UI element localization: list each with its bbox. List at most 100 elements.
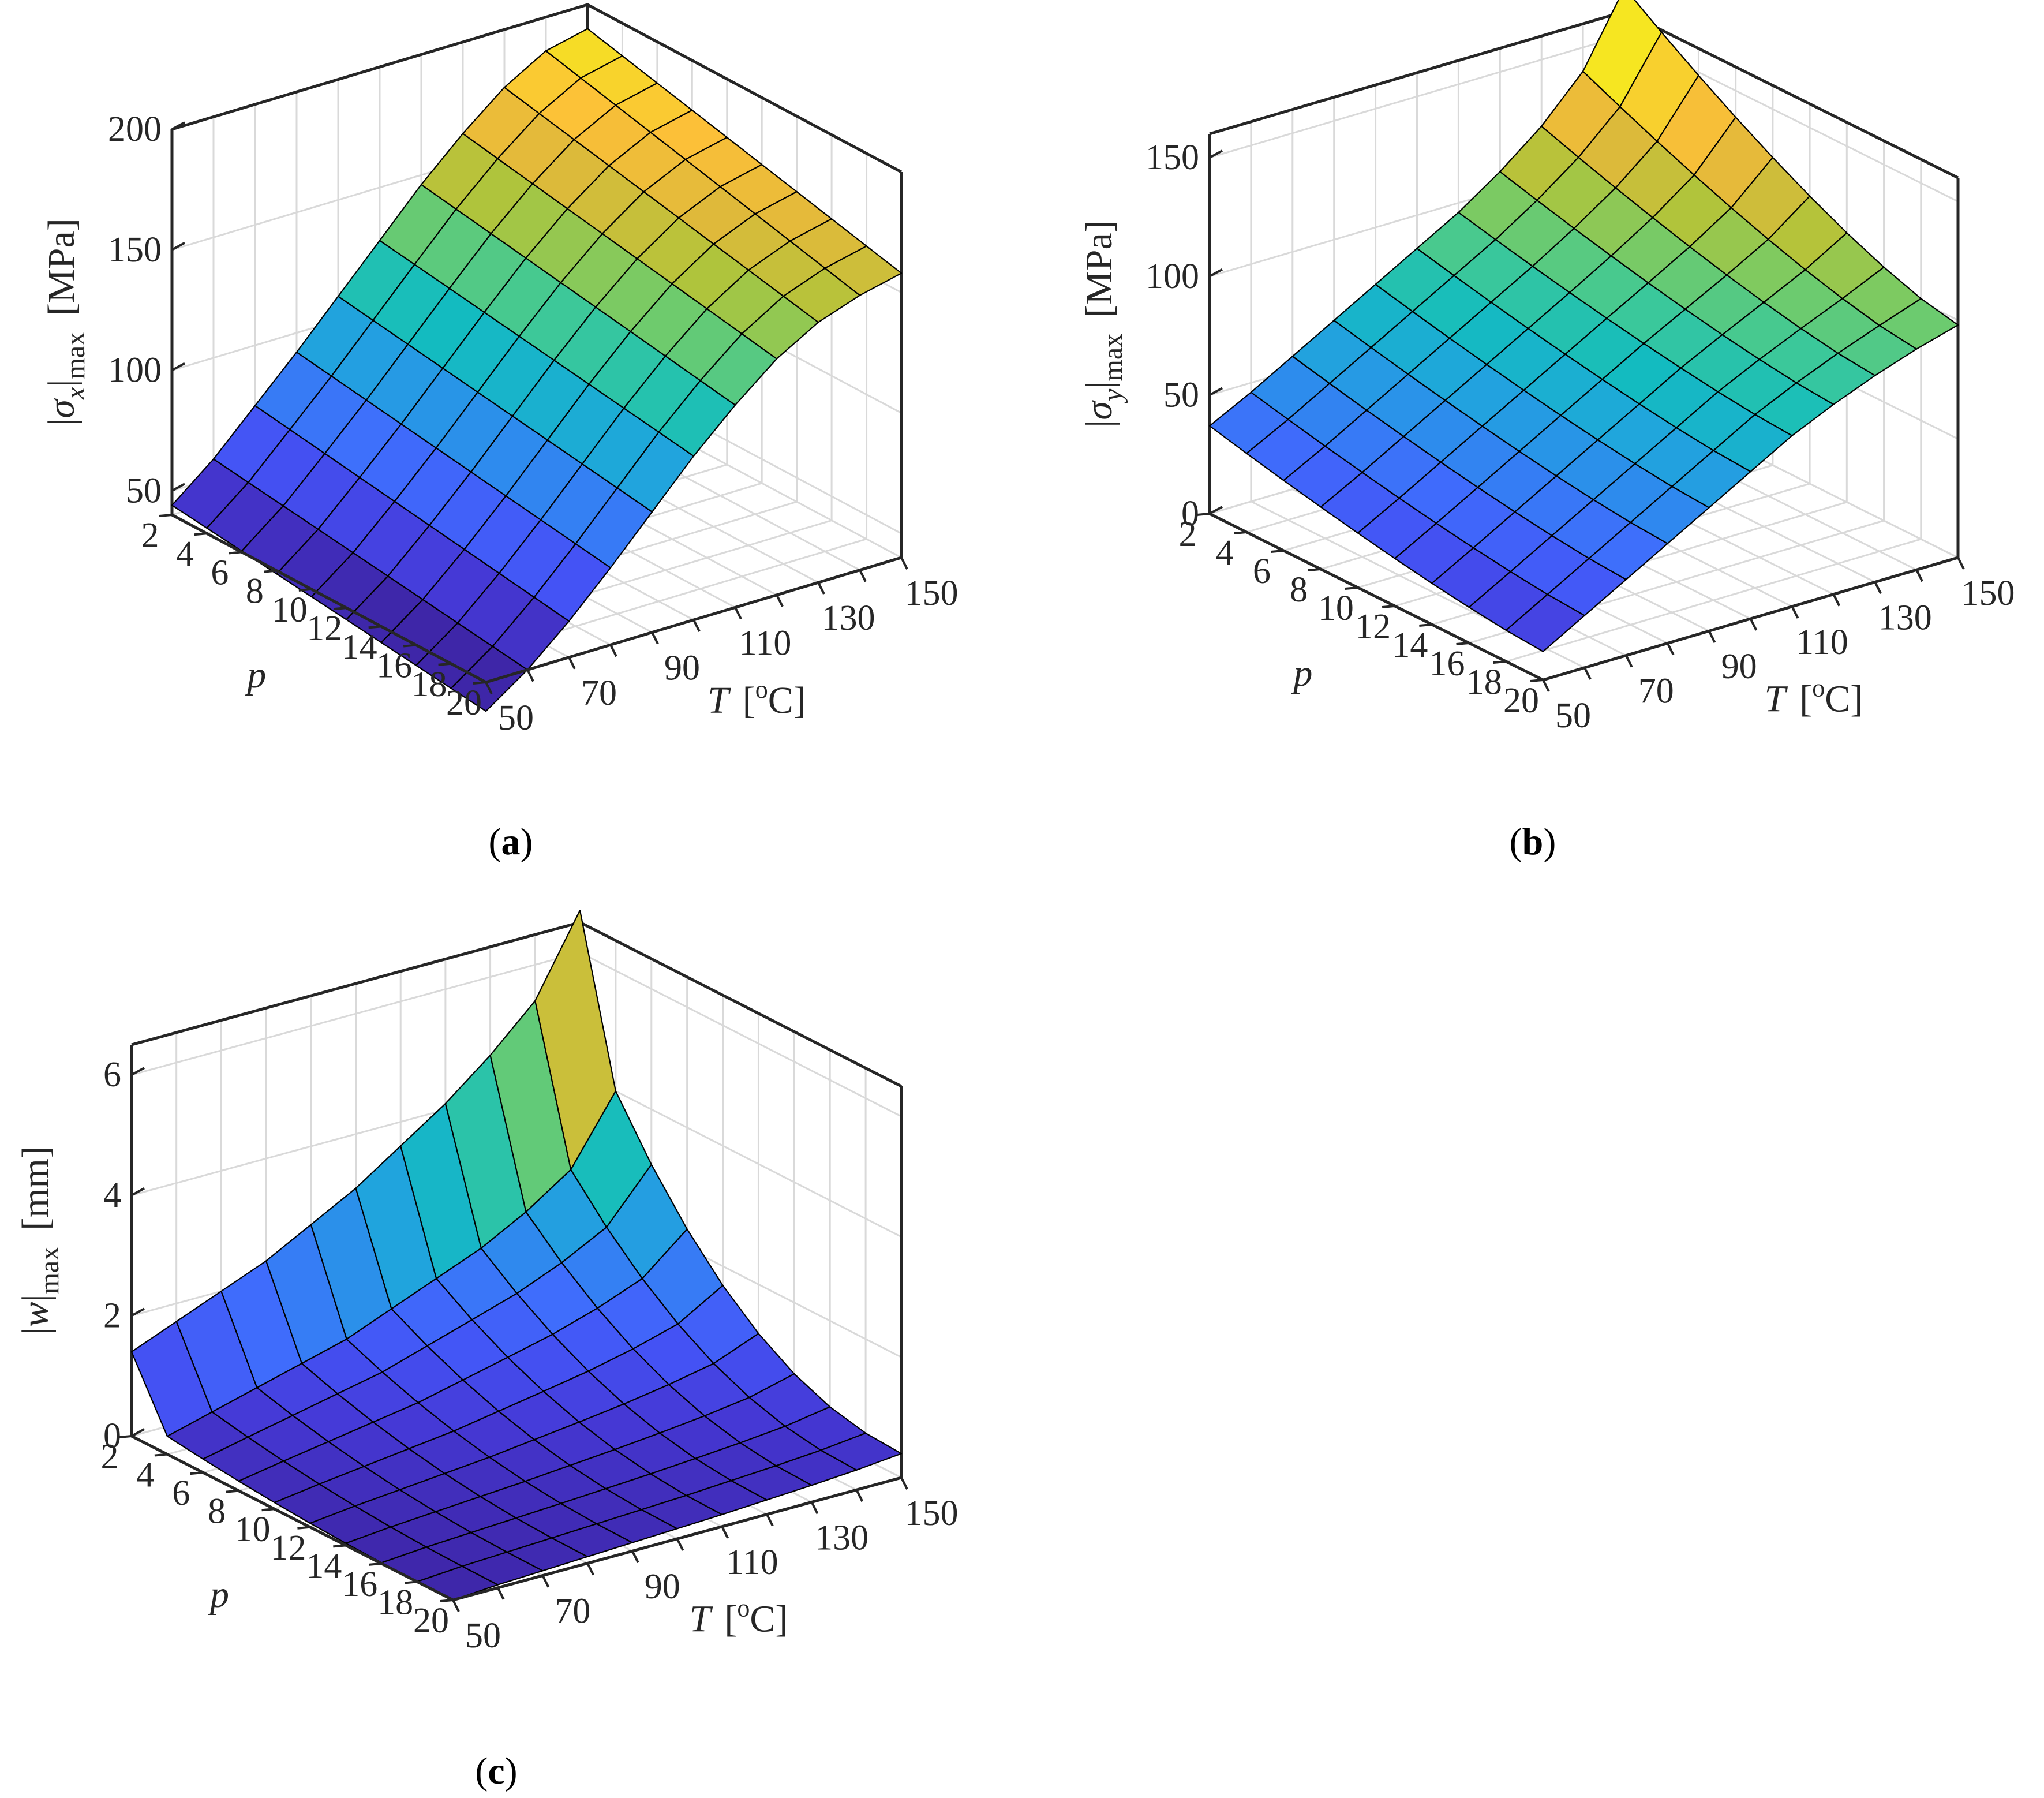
- p-tick-label: 6: [211, 553, 229, 592]
- panel-a: 2 4 6 8 10 12 14 16 18 20 50 70 90 110 130 150 50 100 150 2…: [0, 0, 1022, 900]
- p-axis-line: [130, 1434, 454, 1602]
- p-tick-label: 10: [1318, 589, 1354, 628]
- z-tick-label: 2: [103, 1296, 121, 1335]
- z-label-symbol: σ: [1078, 400, 1120, 420]
- T-tick-label: 70: [1638, 672, 1674, 711]
- T-tick-label: 110: [726, 1543, 778, 1582]
- T-tick-mark: [485, 682, 493, 694]
- z-axis-label: |σy|max[MPa]: [1078, 220, 1128, 428]
- caption-open: (: [475, 1750, 488, 1792]
- p-tick-mark: [261, 1508, 275, 1512]
- z-label-prefix: |: [1078, 420, 1120, 428]
- z-tick-label: 0: [103, 1416, 121, 1456]
- T-tick-label: 110: [739, 623, 792, 663]
- T-tick-label: 70: [555, 1592, 590, 1631]
- T-tick-mark: [1915, 569, 1923, 582]
- z-label-sub2: max: [1098, 334, 1128, 382]
- T-tick-label: 130: [1878, 598, 1932, 637]
- p-tick-label: 20: [1503, 681, 1539, 720]
- T-tick-mark: [496, 1587, 505, 1600]
- p-tick-mark: [403, 644, 417, 648]
- p-axis-line: [1208, 512, 1544, 682]
- z-label-unit: [MPa]: [1078, 220, 1120, 317]
- z-tick-mark: [171, 121, 185, 130]
- p-tick-mark: [368, 625, 381, 629]
- p-tick-mark: [404, 1580, 418, 1584]
- caption-letter: c: [488, 1750, 504, 1792]
- T-tick-label: 70: [581, 674, 617, 713]
- p-tick-mark: [1456, 642, 1469, 645]
- T-tick-mark: [817, 582, 825, 595]
- p-tick-mark: [1345, 586, 1358, 590]
- z-label-prefix: |: [14, 1328, 57, 1335]
- p-tick-label: 14: [342, 627, 377, 667]
- T-axis-unit-open: [: [724, 1598, 737, 1640]
- p-tick-mark: [298, 588, 312, 592]
- T-tick-mark: [568, 656, 576, 670]
- T-tick-label: 90: [645, 1567, 680, 1606]
- T-tick-mark: [721, 1526, 729, 1539]
- p-tick-label: 16: [342, 1565, 377, 1604]
- p-tick-mark: [154, 1453, 168, 1457]
- T-tick-mark: [855, 1489, 864, 1502]
- T-tick-mark: [1708, 630, 1716, 644]
- z-tick-mark: [171, 483, 185, 492]
- T-tick-mark: [631, 1550, 639, 1564]
- z-tick-mark: [131, 1428, 145, 1437]
- p-tick-label: 14: [306, 1546, 342, 1586]
- T-axis-label: T [oC]: [707, 675, 806, 722]
- caption-letter: b: [1522, 821, 1544, 863]
- T-tick-label: 50: [1555, 696, 1591, 735]
- T-tick-mark: [1874, 581, 1882, 595]
- surface-chart-b: 2 4 6 8 10 12 14 16 18 20 50 70 90 110 130 150 0 50 100 150…: [1078, 0, 2015, 863]
- z-tick-mark: [171, 362, 185, 372]
- z-label-symbol: σ: [40, 398, 83, 418]
- T-axis-label: T [oC]: [690, 1594, 788, 1640]
- p-tick-mark: [438, 662, 451, 666]
- p-tick-label: 2: [141, 516, 159, 555]
- p-tick-mark: [264, 569, 277, 573]
- p-tick-label: 8: [1290, 570, 1308, 610]
- T-tick-label: 50: [498, 698, 534, 738]
- surface-patch: [820, 1432, 903, 1471]
- z-label-unit: [mm]: [14, 1146, 57, 1231]
- panel-b: 2 4 6 8 10 12 14 16 18 20 50 70 90 110 130 150 0 50 100 150…: [1022, 0, 2044, 900]
- T-tick-label: 90: [1721, 647, 1757, 686]
- T-tick-mark: [609, 644, 617, 657]
- z-label-sub2: max: [60, 332, 91, 380]
- T-tick-mark: [776, 594, 784, 607]
- T-tick-mark: [1542, 679, 1550, 692]
- p-tick-mark: [229, 551, 242, 555]
- z-tick-label: 0: [1181, 494, 1199, 533]
- p-tick-label: 8: [208, 1492, 226, 1531]
- z-label-prefix: |: [40, 418, 83, 426]
- T-tick-mark: [676, 1538, 684, 1551]
- T-tick-mark: [651, 631, 659, 645]
- p-tick-mark: [190, 1471, 203, 1475]
- T-tick-mark: [1625, 655, 1633, 668]
- p-tick-label: 6: [172, 1474, 190, 1513]
- z-label-unit: [MPa]: [40, 218, 83, 316]
- T-axis-var: T: [707, 679, 731, 722]
- z-label-sub: x: [60, 387, 91, 400]
- z-label-bar: |: [14, 1294, 57, 1302]
- z-tick-label: 4: [103, 1176, 121, 1215]
- p-tick-mark: [333, 1544, 346, 1548]
- T-tick-mark: [1832, 593, 1841, 607]
- p-tick-label: 4: [1216, 533, 1234, 573]
- z-tick-mark: [131, 1187, 145, 1197]
- p-tick-mark: [1382, 605, 1395, 608]
- T-axis-unit-open: [: [743, 679, 755, 722]
- z-tick-label: 200: [108, 110, 162, 149]
- p-tick-label: 10: [272, 590, 308, 630]
- T-tick-mark: [900, 1477, 908, 1490]
- z-tick-label: 150: [108, 230, 162, 270]
- T-tick-label: 50: [465, 1616, 501, 1655]
- T-tick-label: 90: [664, 649, 700, 688]
- p-tick-label: 20: [446, 683, 482, 723]
- T-tick-label: 150: [905, 574, 959, 613]
- T-axis-unit-close: C]: [768, 679, 806, 722]
- caption-close: ): [521, 821, 533, 863]
- p-tick-label: 4: [176, 534, 194, 574]
- T-tick-label: 110: [1796, 623, 1848, 662]
